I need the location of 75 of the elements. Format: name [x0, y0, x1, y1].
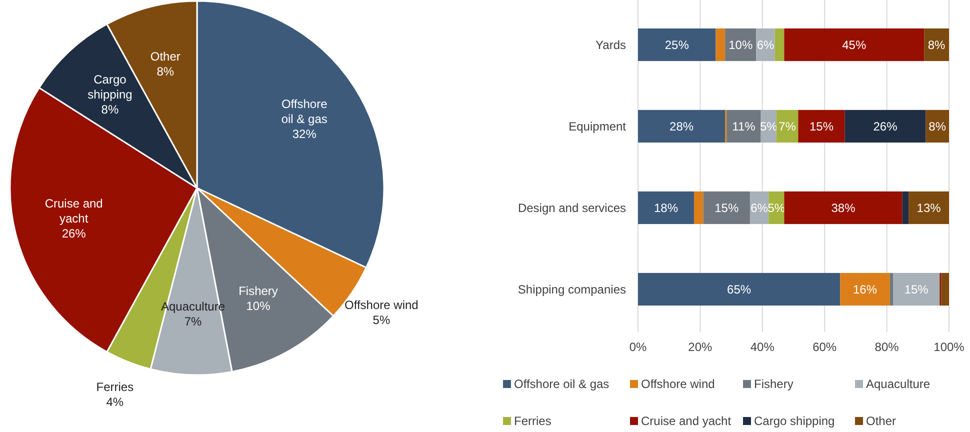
- bar: [774, 28, 784, 62]
- y-tick-label: Equipment: [568, 119, 627, 134]
- legend-label: Cargo shipping: [754, 414, 835, 428]
- legend-label: Fishery: [754, 377, 794, 391]
- data-label: 32%: [292, 127, 317, 142]
- bar: [926, 110, 949, 143]
- data-label: 5%: [372, 313, 390, 328]
- data-label: 6%: [750, 200, 768, 215]
- bar: [703, 191, 750, 224]
- bar: [924, 28, 949, 62]
- x-tick-label: 60%: [812, 340, 837, 354]
- data-label: 38%: [831, 200, 856, 215]
- legend-label: Cruise and yacht: [641, 414, 732, 428]
- y-tick-label: Yards: [596, 38, 626, 52]
- slice-label: Fishery: [238, 284, 278, 298]
- bar: [840, 272, 890, 306]
- x-tick-label: 40%: [750, 340, 775, 354]
- legend-label: Other: [866, 414, 896, 428]
- bar: [941, 272, 949, 306]
- bar: [893, 272, 940, 306]
- bar: [716, 28, 726, 62]
- bar: [784, 28, 924, 62]
- data-label: 10%: [728, 38, 753, 52]
- data-label: 8%: [101, 102, 119, 116]
- x-tick-label: 20%: [688, 340, 713, 354]
- slice-label: Other: [150, 50, 180, 64]
- bar: [726, 110, 761, 143]
- slice-label: Ferries: [96, 380, 134, 394]
- slice-label: Cargo shipping: [88, 72, 132, 102]
- data-label: 15%: [809, 119, 834, 134]
- data-label: 7%: [184, 314, 202, 329]
- data-label: 26%: [873, 119, 898, 134]
- bar: [798, 110, 845, 143]
- bar: [784, 191, 902, 224]
- legend-label: Offshore wind: [641, 377, 715, 391]
- data-label: 18%: [654, 200, 678, 215]
- x-tick-label: 80%: [874, 340, 900, 354]
- data-label: 8%: [928, 38, 946, 52]
- data-label: 26%: [62, 226, 86, 241]
- bar: [725, 28, 756, 62]
- bar: [694, 191, 704, 224]
- data-label: 8%: [928, 119, 946, 134]
- y-tick-label: Shipping companies: [518, 282, 626, 296]
- data-label: 65%: [727, 282, 752, 296]
- bar: [902, 191, 909, 224]
- data-label: 7%: [778, 119, 796, 134]
- data-label: 45%: [842, 38, 866, 52]
- slice-label: Offshore wind: [344, 298, 418, 312]
- y-tick-label: Design and services: [518, 200, 626, 215]
- data-label: 10%: [246, 299, 271, 314]
- bar: [638, 272, 840, 306]
- data-label: 8%: [156, 64, 174, 79]
- legend-label: Offshore oil & gas: [514, 377, 610, 391]
- bar: [908, 191, 949, 224]
- slice-label: Cruise and yacht: [44, 196, 103, 226]
- legend-label: Ferries: [514, 414, 552, 428]
- x-tick-label: 100%: [934, 340, 965, 354]
- bar: [638, 110, 726, 143]
- data-label: 6%: [756, 38, 775, 52]
- bar: [638, 28, 716, 62]
- legend-label: Aquaculture: [866, 377, 930, 391]
- slice-label: Offshore oil & gas: [281, 97, 328, 126]
- x-tick-label: 0%: [629, 340, 647, 354]
- data-label: 13%: [916, 200, 942, 215]
- data-label: 25%: [664, 38, 690, 52]
- data-label: 16%: [853, 282, 878, 296]
- bar: [890, 272, 894, 306]
- data-label: 15%: [714, 200, 739, 215]
- bar: [844, 110, 926, 143]
- bar: [638, 191, 694, 224]
- data-label: 11%: [732, 119, 756, 134]
- data-label: 5%: [760, 119, 778, 134]
- data-label: 28%: [670, 119, 694, 134]
- data-label: 4%: [106, 395, 124, 410]
- data-label: 15%: [904, 282, 929, 296]
